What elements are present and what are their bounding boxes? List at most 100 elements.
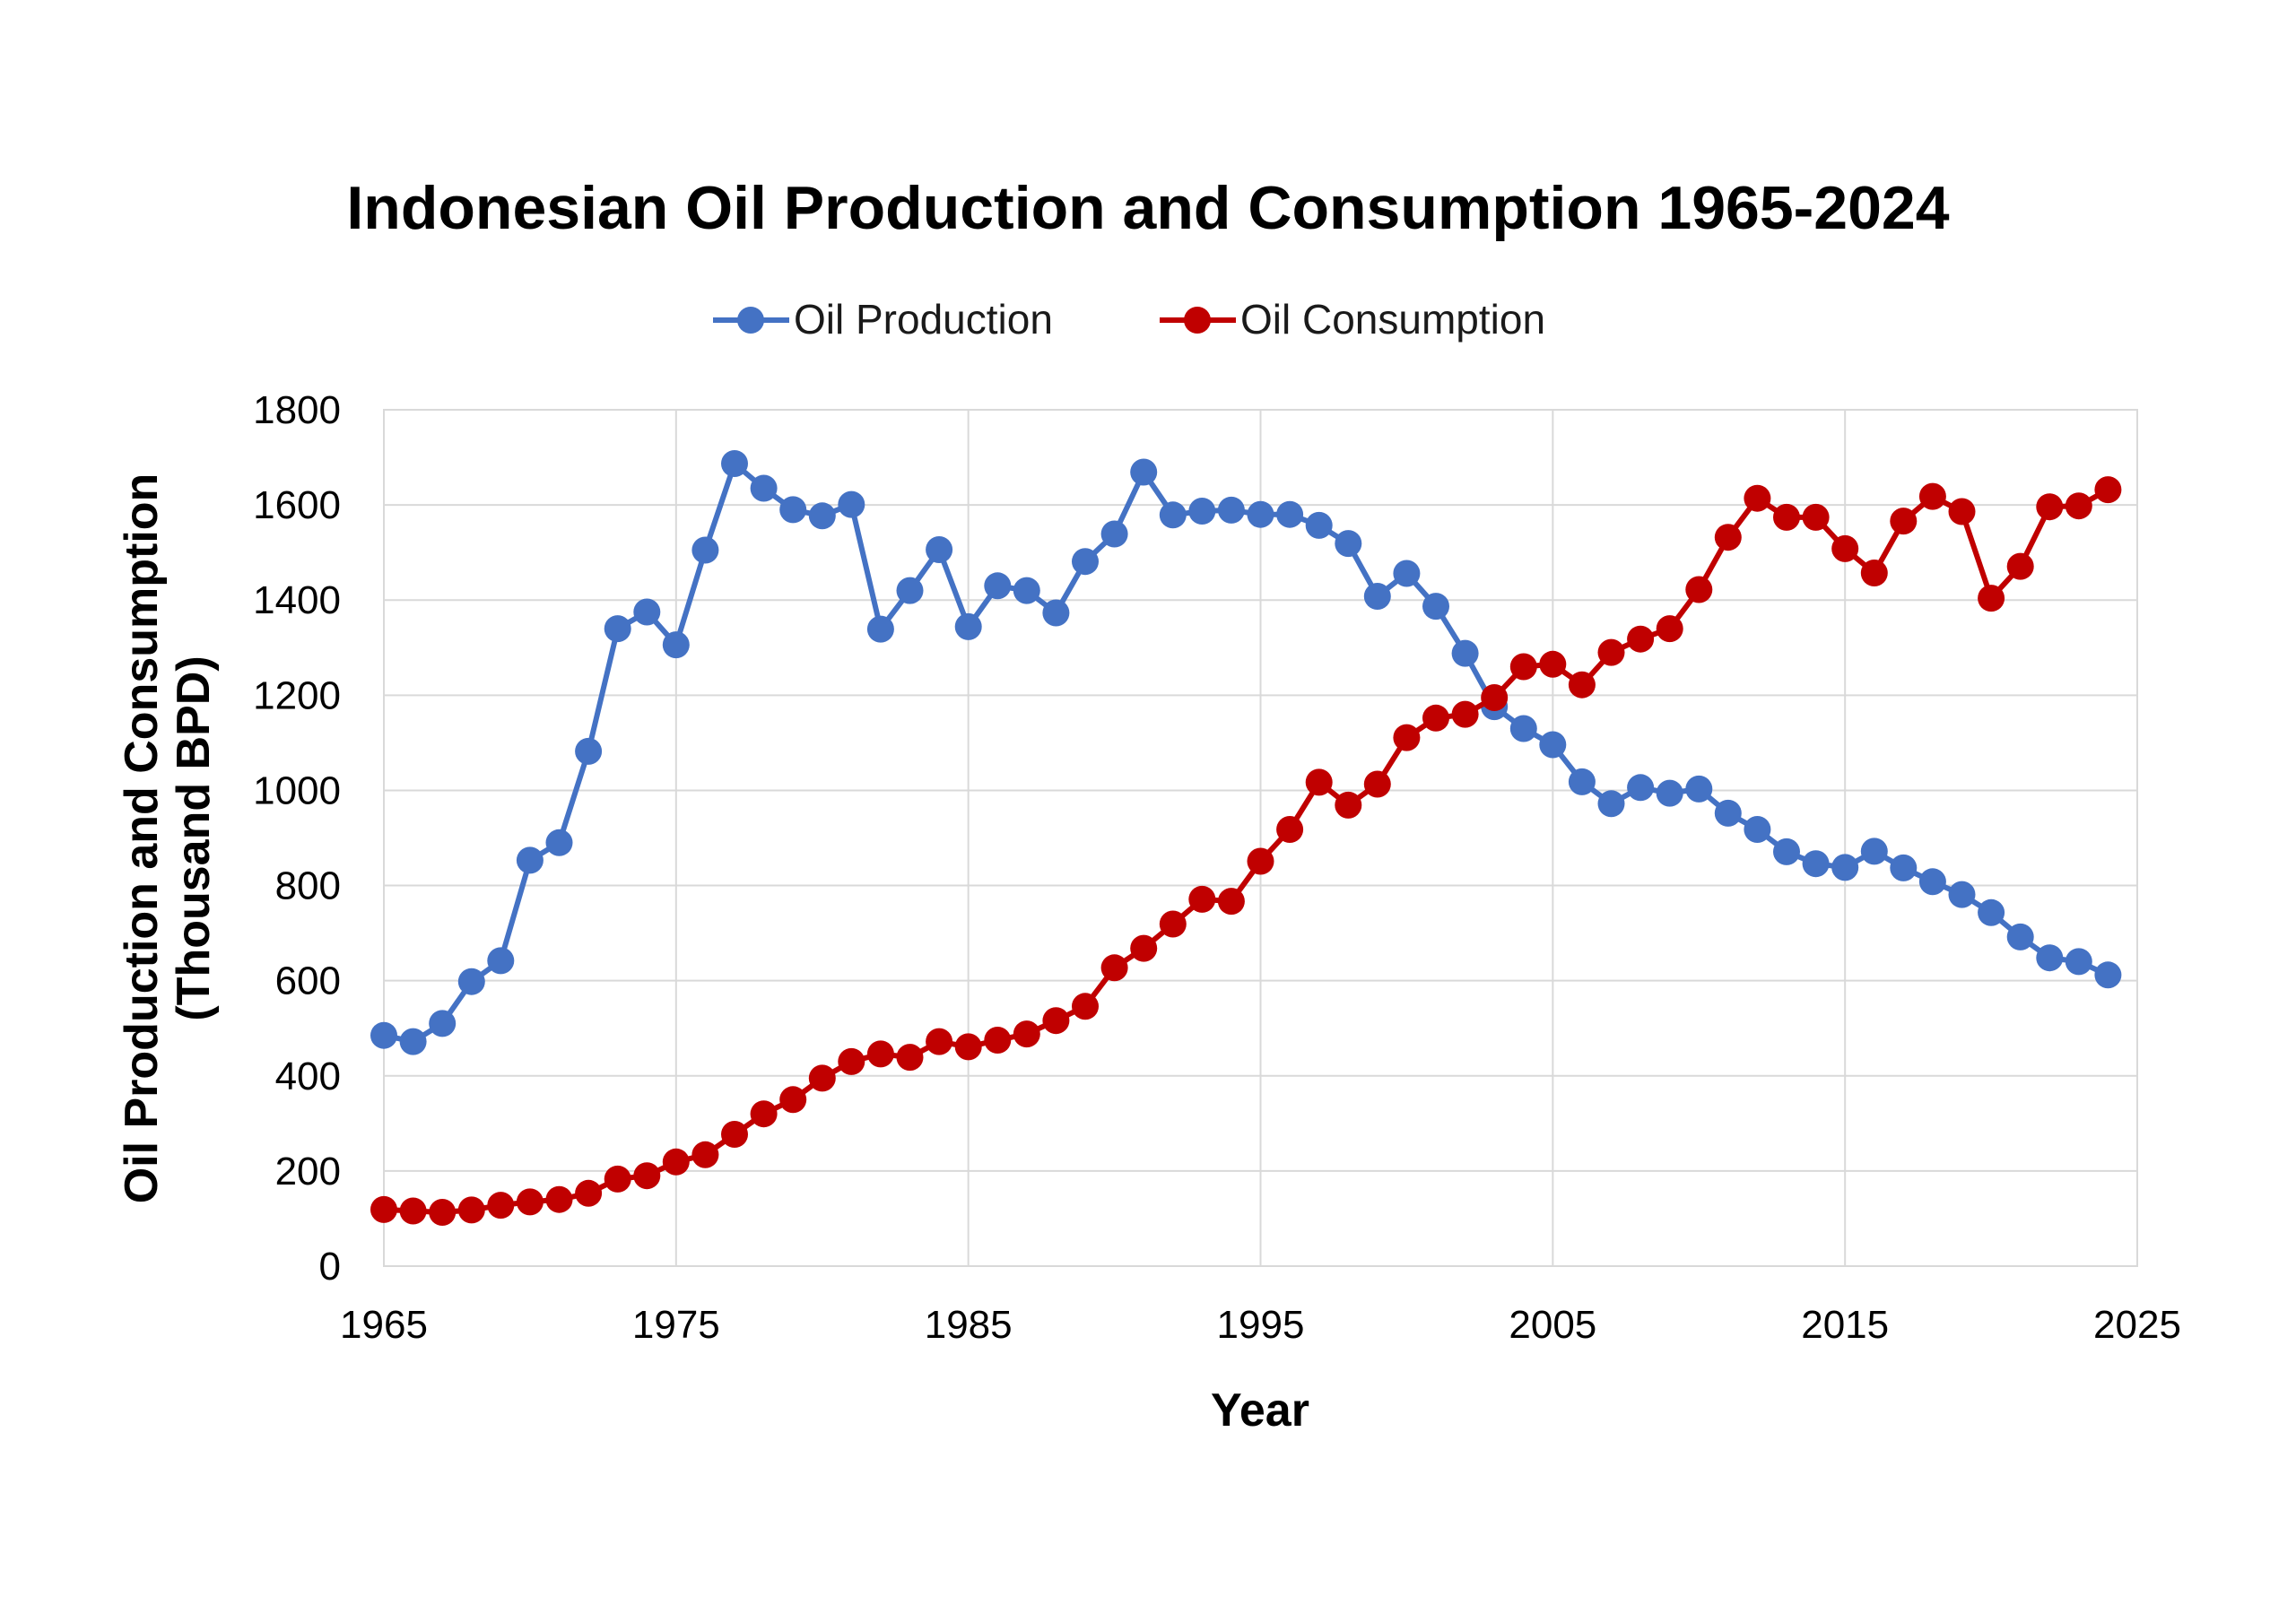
data-point-oil-consumption — [1978, 585, 2005, 612]
data-point-oil-production — [575, 737, 603, 765]
data-point-oil-production — [1656, 779, 1683, 807]
data-point-oil-production — [1130, 458, 1158, 486]
legend-label-oil-production: Oil Production — [794, 296, 1053, 343]
data-point-oil-production — [662, 631, 690, 659]
data-point-oil-production — [1509, 715, 1537, 742]
data-point-oil-production — [1335, 530, 1362, 558]
data-point-oil-production — [1918, 868, 1946, 896]
data-point-oil-consumption — [1013, 1020, 1040, 1048]
data-point-oil-consumption — [604, 1165, 631, 1193]
data-point-oil-consumption — [1539, 650, 1567, 678]
data-point-oil-production — [1451, 639, 1479, 667]
data-point-oil-production — [1042, 599, 1070, 627]
data-point-oil-production — [779, 496, 807, 524]
data-point-oil-production — [1714, 799, 1742, 827]
chart-title: Indonesian Oil Production and Consumptio… — [346, 174, 1949, 242]
data-point-oil-consumption — [1276, 816, 1304, 843]
data-point-oil-consumption — [896, 1044, 924, 1072]
x-tick-label: 1965 — [340, 1303, 428, 1347]
data-point-oil-consumption — [1918, 482, 1946, 510]
data-point-oil-production — [1773, 838, 1800, 865]
data-point-oil-consumption — [2036, 493, 2064, 521]
x-tick-label: 1995 — [1217, 1303, 1305, 1347]
data-point-oil-consumption — [1656, 615, 1683, 643]
data-point-oil-consumption — [1393, 724, 1421, 751]
data-point-oil-production — [691, 536, 719, 564]
data-point-oil-consumption — [1509, 653, 1537, 681]
series-oil-consumption — [370, 476, 2122, 1226]
data-point-oil-consumption — [1948, 498, 1976, 525]
data-point-oil-production — [1802, 850, 1830, 878]
data-point-oil-consumption — [399, 1197, 427, 1225]
y-tick-label: 800 — [275, 864, 341, 908]
y-axis-ticks: 0 200 400 600 800 1000 1200 1400 1600 1800 — [253, 388, 341, 1289]
y-axis-title: Oil Production and Consumption (Thousand… — [116, 473, 220, 1204]
data-point-oil-consumption — [926, 1028, 953, 1055]
data-point-oil-consumption — [2094, 476, 2122, 504]
data-point-oil-consumption — [1860, 560, 1888, 586]
data-point-oil-consumption — [808, 1064, 836, 1092]
x-tick-label: 1985 — [925, 1303, 1013, 1347]
data-point-oil-production — [1948, 881, 1976, 908]
data-point-oil-production — [633, 598, 661, 626]
data-point-oil-consumption — [1188, 885, 1216, 913]
y-tick-label: 1400 — [253, 578, 341, 622]
data-point-oil-production — [984, 572, 1012, 600]
data-point-oil-consumption — [1597, 638, 1625, 666]
data-point-oil-consumption — [1247, 847, 1274, 875]
data-point-oil-consumption — [429, 1199, 457, 1226]
data-point-oil-production — [2036, 944, 2064, 972]
data-point-oil-production — [370, 1021, 397, 1049]
plot-area — [383, 409, 2138, 1267]
data-point-oil-production — [1860, 838, 1888, 865]
x-axis-ticks: 1965 1975 1985 1995 2005 2015 2025 — [340, 1303, 2181, 1347]
data-point-oil-consumption — [2006, 552, 2034, 580]
data-point-oil-consumption — [779, 1086, 807, 1114]
data-point-oil-consumption — [487, 1192, 515, 1219]
data-point-oil-consumption — [838, 1047, 865, 1075]
y-tick-label: 1000 — [253, 768, 341, 812]
y-tick-label: 1200 — [253, 673, 341, 717]
data-point-oil-production — [1831, 854, 1859, 881]
series-line-oil-consumption — [383, 487, 2109, 1215]
data-point-oil-consumption — [2065, 492, 2092, 520]
data-point-oil-consumption — [1072, 993, 1099, 1020]
data-point-oil-consumption — [1159, 910, 1187, 938]
data-point-oil-production — [429, 1010, 457, 1037]
data-point-oil-consumption — [516, 1188, 544, 1216]
data-point-oil-consumption — [662, 1148, 690, 1176]
data-point-oil-consumption — [1627, 625, 1655, 653]
data-point-oil-consumption — [1802, 503, 1830, 531]
data-point-oil-production — [1685, 775, 1713, 803]
data-point-oil-production — [457, 968, 485, 995]
x-tick-label: 1975 — [632, 1303, 720, 1347]
data-point-oil-consumption — [1744, 484, 1771, 512]
legend: Oil Production Oil Consumption — [713, 296, 1545, 343]
data-point-oil-consumption — [633, 1162, 661, 1190]
legend-swatch-marker — [737, 307, 764, 334]
data-point-oil-production — [1568, 768, 1596, 795]
data-point-oil-production — [399, 1028, 427, 1055]
data-point-oil-production — [2094, 961, 2122, 989]
data-point-oil-consumption — [1100, 954, 1128, 982]
data-point-oil-production — [1305, 511, 1333, 539]
y-tick-label: 1600 — [253, 483, 341, 527]
data-point-oil-production — [604, 615, 631, 643]
data-point-oil-consumption — [1422, 704, 1449, 732]
data-point-oil-consumption — [750, 1100, 778, 1128]
data-point-oil-consumption — [866, 1040, 894, 1068]
data-point-oil-production — [866, 615, 894, 643]
data-point-oil-consumption — [1831, 534, 1859, 562]
data-point-oil-production — [487, 947, 515, 975]
data-point-oil-production — [1978, 898, 2005, 926]
data-point-oil-production — [545, 829, 573, 856]
y-tick-label: 600 — [275, 959, 341, 1003]
legend-item-oil-production: Oil Production — [713, 296, 1053, 343]
data-point-oil-consumption — [954, 1033, 982, 1061]
data-point-oil-consumption — [984, 1027, 1012, 1054]
data-point-oil-production — [1422, 593, 1449, 621]
y-tick-label: 400 — [275, 1055, 341, 1098]
data-point-oil-consumption — [1042, 1007, 1070, 1035]
data-point-oil-production — [2065, 948, 2092, 976]
data-point-oil-production — [750, 474, 778, 502]
